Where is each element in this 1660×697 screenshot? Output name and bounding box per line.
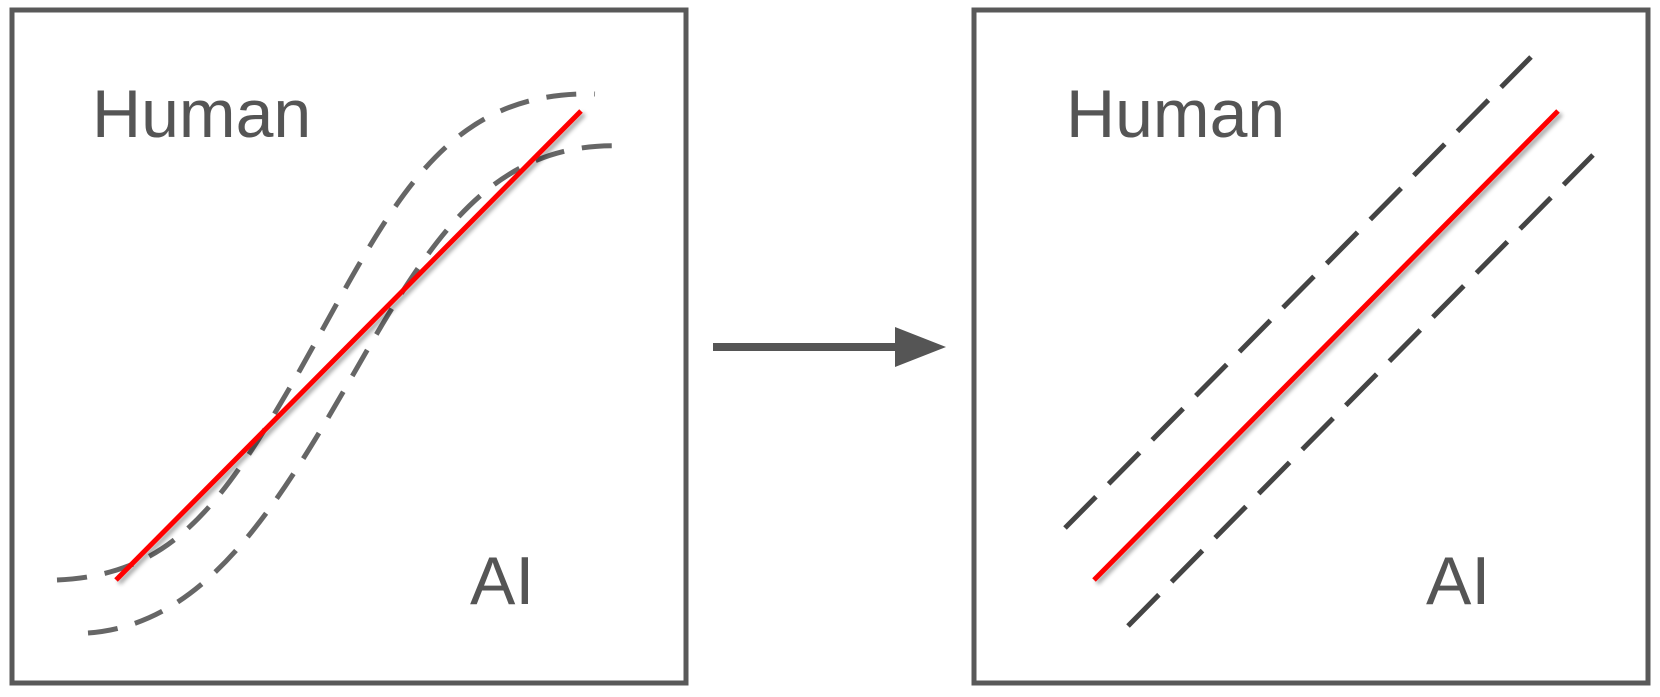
left-panel-human-label: Human [92, 76, 311, 152]
right-panel-human-label: Human [1066, 76, 1285, 152]
right-panel-ai-label: AI [1426, 543, 1490, 619]
left-red-trend-line [114, 109, 583, 582]
transition-arrow [713, 327, 946, 367]
right-lower-dashed-line [1126, 153, 1595, 628]
right-upper-dashed-line [1063, 55, 1533, 530]
left-panel-frame [9, 7, 689, 686]
right-panel-frame [971, 7, 1651, 686]
arrow-head [895, 327, 946, 367]
right-red-trend-line [1092, 109, 1560, 582]
left-panel-ai-label: AI [470, 543, 534, 619]
left-upper-s-curve [56, 91, 596, 583]
right-panel: Human AI [971, 7, 1651, 686]
left-lower-s-curve [87, 143, 626, 636]
left-panel: Human AI [9, 7, 689, 686]
